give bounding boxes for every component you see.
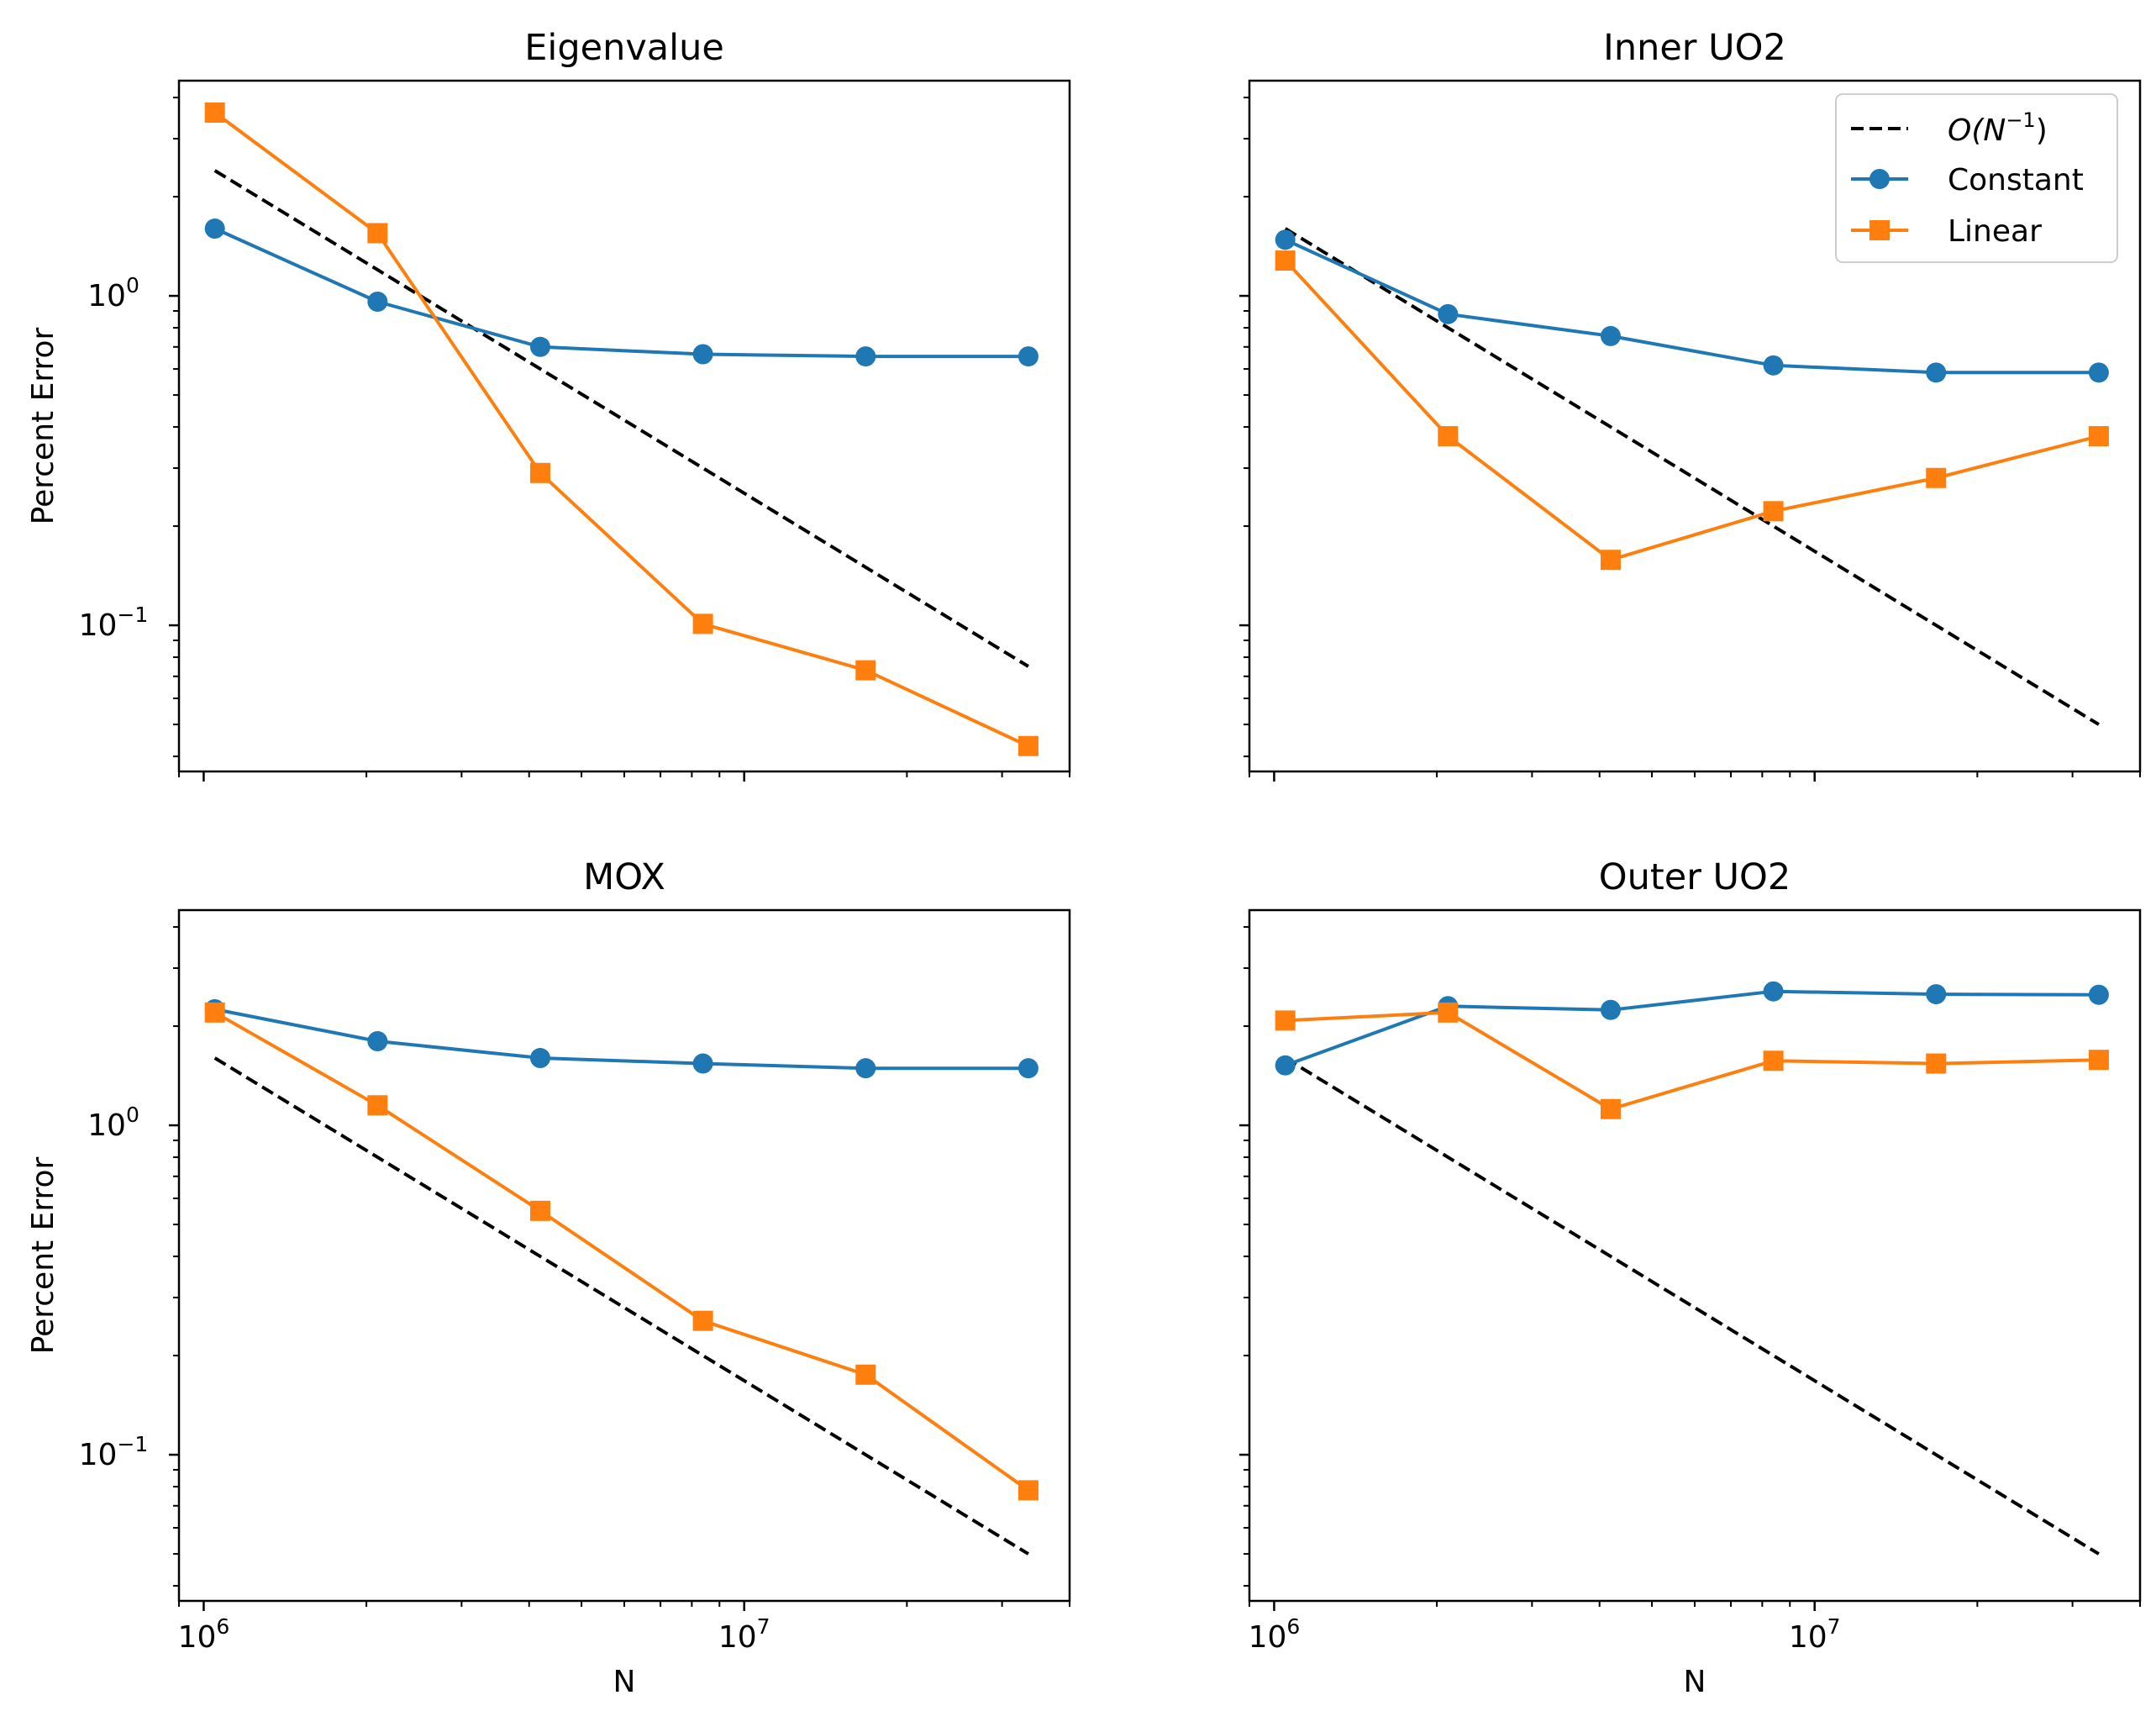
mox-linear-point	[855, 1364, 876, 1385]
outer-uo2-linear-point	[2088, 1050, 2109, 1071]
outer-uo2-linear-point	[1600, 1098, 1621, 1119]
outer-uo2-x-axis-label: N	[1684, 1665, 1706, 1699]
outer-uo2-constant-point	[1600, 999, 1621, 1020]
inner-uo2-constant-point	[1926, 362, 1947, 383]
inner-uo2-reference-line	[1284, 227, 2100, 726]
inner-uo2-axes-frame	[1248, 79, 2142, 773]
inner-uo2-linear-point	[2088, 426, 2109, 447]
mox-x-axis-label: N	[613, 1665, 636, 1699]
eigenvalue-linear-point	[529, 462, 550, 483]
outer-uo2-constant-point	[1763, 981, 1784, 1002]
inner-uo2-linear-point	[1275, 250, 1296, 271]
legend-frame	[1835, 93, 2118, 263]
mox-axes-frame	[177, 908, 1071, 1603]
mox-linear-line	[213, 1011, 1030, 1492]
mox-y-axis-label: Percent Error	[26, 1156, 60, 1354]
panel-inner-uo2: Inner UO2	[1239, 27, 2142, 782]
eigenvalue-reference-line	[213, 169, 1029, 668]
panel-eigenvalue: Eigenvalue 100 10−1 Percent Error	[26, 27, 1071, 782]
inner-uo2-constant-line	[1284, 238, 2099, 375]
inner-uo2-linear-point	[1438, 426, 1459, 447]
eigenvalue-constant-point	[855, 346, 876, 367]
outer-uo2-constant-point	[2088, 984, 2109, 1005]
eigenvalue-constant-point	[692, 344, 713, 365]
inner-uo2-constant-point	[1275, 229, 1296, 250]
legend-linear-marker	[1869, 220, 1890, 240]
eigenvalue-plot-area	[204, 102, 1039, 756]
mox-constant-line	[214, 1008, 1028, 1071]
mox-constant-point	[529, 1048, 550, 1069]
mox-constant-point	[1018, 1058, 1039, 1079]
eigenvalue-y-axis-label: Percent Error	[26, 327, 60, 524]
outer-uo2-constant-point	[1926, 984, 1947, 1005]
outer-uo2-linear-point	[1275, 1010, 1296, 1031]
eigenvalue-axes-frame	[177, 79, 1071, 773]
outer-uo2-linear-point	[1763, 1050, 1784, 1071]
eigenvalue-y-tick-label: 100	[87, 273, 139, 313]
mox-linear-point	[692, 1310, 713, 1331]
outer-uo2-constant-line	[1285, 989, 2099, 1067]
outer-uo2-constant-point	[1275, 1055, 1296, 1076]
mox-constant-point	[855, 1058, 876, 1079]
inner-uo2-title: Inner UO2	[1603, 27, 1786, 69]
inner-uo2-constant-point	[2088, 362, 2109, 383]
eigenvalue-linear-point	[855, 660, 876, 681]
mox-y-tick-label: 100	[87, 1103, 139, 1143]
inner-uo2-constant-point	[1600, 325, 1621, 346]
legend-constant-label: Constant	[1948, 163, 2084, 197]
outer-uo2-linear-point	[1926, 1053, 1947, 1074]
inner-uo2-linear-point	[1763, 501, 1784, 522]
outer-uo2-reference-line	[1284, 1056, 2100, 1556]
legend-constant-marker	[1869, 169, 1890, 189]
outer-uo2-linear-line	[1285, 1010, 2099, 1111]
eigenvalue-linear-point	[367, 223, 388, 244]
outer-uo2-x-tick-label: 106	[1249, 1614, 1301, 1655]
mox-linear-point	[1018, 1480, 1039, 1501]
panel-mox: MOX 106 107 100 10−1 Percent Error N	[26, 856, 1071, 1699]
mox-title: MOX	[583, 856, 665, 898]
eigenvalue-constant-line	[213, 227, 1028, 359]
eigenvalue-constant-point	[367, 292, 388, 313]
inner-uo2-constant-point	[1763, 355, 1784, 376]
inner-uo2-constant-point	[1438, 303, 1459, 324]
inner-uo2-linear-line	[1284, 259, 2100, 562]
mox-reference-line	[213, 1056, 1029, 1556]
eigenvalue-linear-point	[692, 613, 713, 634]
panel-outer-uo2: Outer UO2 106 107 N	[1239, 856, 2142, 1699]
inner-uo2-linear-point	[1600, 550, 1621, 571]
inner-uo2-plot-area	[1275, 227, 2109, 726]
legend-reference-label: O(N−1)	[1948, 108, 2048, 148]
eigenvalue-constant-point	[204, 218, 225, 240]
legend-linear-label: Linear	[1948, 214, 2042, 249]
outer-uo2-axes-frame	[1248, 908, 2142, 1603]
mox-y-tick-label: 10−1	[79, 1432, 149, 1472]
eigenvalue-constant-point	[1018, 346, 1039, 367]
inner-uo2-linear-point	[1926, 467, 1947, 488]
mox-linear-point	[367, 1095, 388, 1116]
mox-linear-point	[529, 1200, 550, 1221]
eigenvalue-title: Eigenvalue	[524, 27, 724, 69]
mox-x-tick-label: 107	[718, 1614, 770, 1655]
outer-uo2-title: Outer UO2	[1599, 856, 1791, 898]
mox-x-tick-label: 106	[178, 1614, 230, 1655]
outer-uo2-linear-point	[1438, 1002, 1459, 1023]
eigenvalue-y-tick-label: 10−1	[79, 603, 149, 643]
mox-linear-point	[204, 1002, 225, 1023]
legend: O(N−1) Constant Linear	[1835, 93, 2118, 263]
outer-uo2-plot-area	[1275, 981, 2109, 1556]
mox-constant-point	[367, 1030, 388, 1051]
outer-uo2-x-tick-label: 107	[1789, 1614, 1841, 1655]
eigenvalue-linear-point	[204, 102, 225, 123]
eigenvalue-linear-line	[213, 111, 1029, 748]
eigenvalue-constant-point	[529, 336, 550, 357]
mox-constant-point	[692, 1053, 713, 1074]
eigenvalue-linear-point	[1018, 735, 1039, 756]
mox-plot-area	[204, 999, 1039, 1556]
